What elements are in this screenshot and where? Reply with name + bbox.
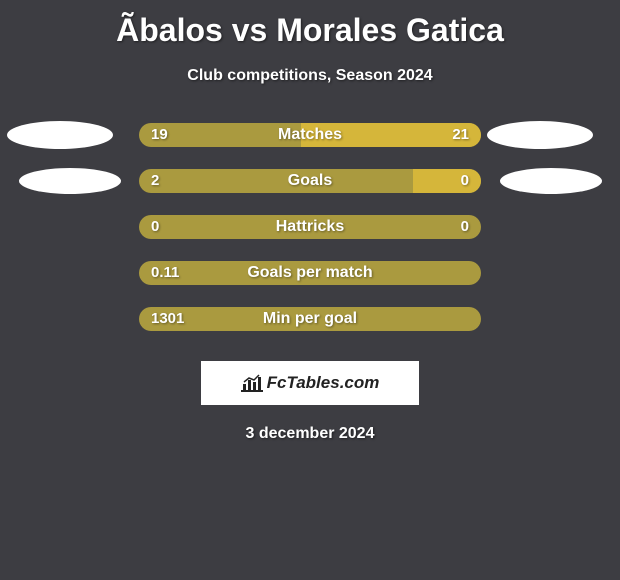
bar-row-goals: 2 Goals 0 — [139, 169, 481, 193]
footer-logo[interactable]: FcTables.com — [201, 361, 419, 405]
bar-right-value: 21 — [452, 123, 469, 147]
comparison-chart: 19 Matches 21 2 Goals 0 0 Hattricks 0 0.… — [0, 123, 620, 331]
bar-label: Hattricks — [139, 215, 481, 239]
subtitle: Club competitions, Season 2024 — [0, 67, 620, 85]
bar-label: Goals — [139, 169, 481, 193]
bar-label: Goals per match — [139, 261, 481, 285]
bar-label: Min per goal — [139, 307, 481, 331]
bar-label: Matches — [139, 123, 481, 147]
bar-right-value: 0 — [461, 169, 469, 193]
bar-row-min-per-goal: 1301 Min per goal — [139, 307, 481, 331]
player-right-avatar-2 — [500, 168, 602, 194]
chart-icon — [241, 374, 263, 392]
bar-right-value: 0 — [461, 215, 469, 239]
player-right-avatar-1 — [487, 121, 593, 149]
footer-date: 3 december 2024 — [0, 425, 620, 443]
page-title: Ãbalos vs Morales Gatica — [0, 0, 620, 49]
bar-row-matches: 19 Matches 21 — [139, 123, 481, 147]
player-left-avatar-2 — [19, 168, 121, 194]
bar-row-hattricks: 0 Hattricks 0 — [139, 215, 481, 239]
footer-logo-text: FcTables.com — [267, 373, 380, 393]
bar-row-goals-per-match: 0.11 Goals per match — [139, 261, 481, 285]
bars-container: 19 Matches 21 2 Goals 0 0 Hattricks 0 0.… — [139, 123, 481, 331]
player-left-avatar-1 — [7, 121, 113, 149]
